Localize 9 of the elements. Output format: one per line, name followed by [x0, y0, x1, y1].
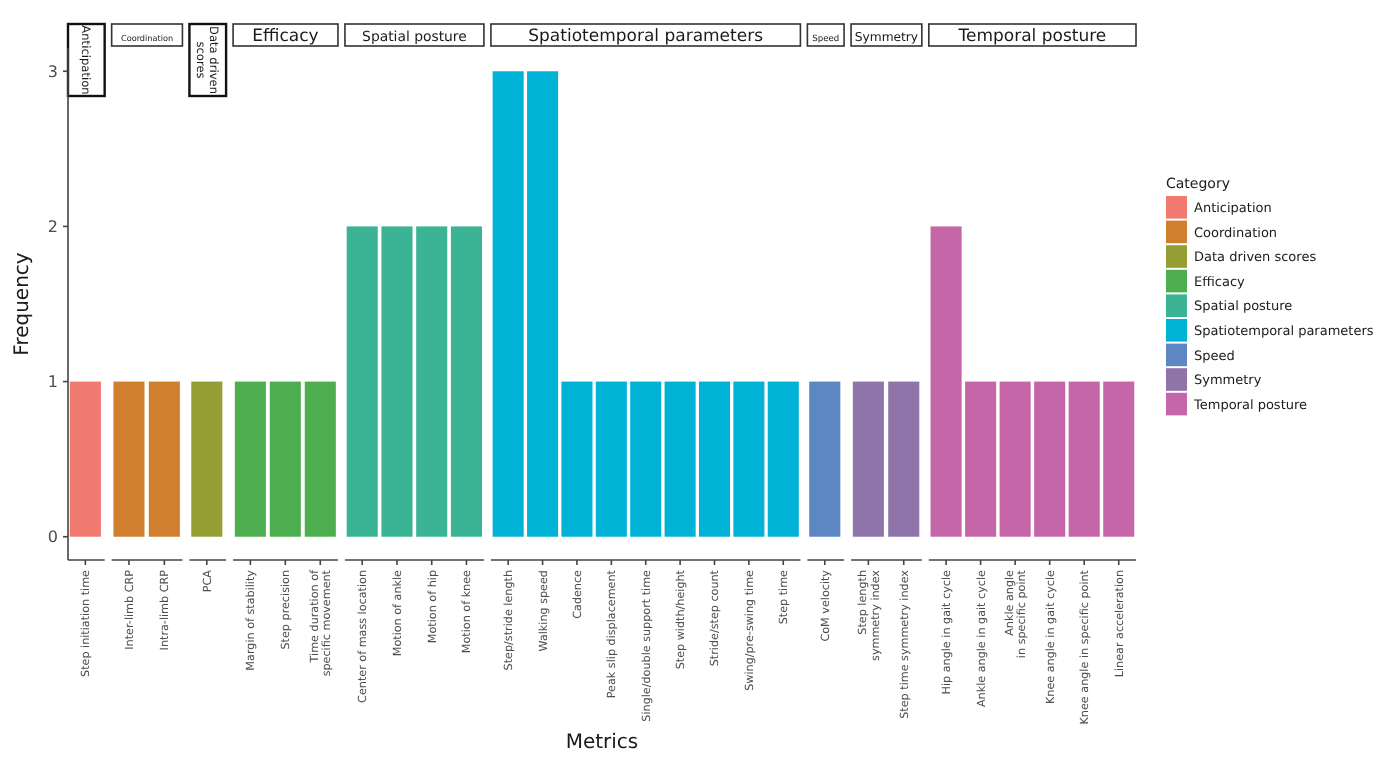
y-axis-title: Frequency — [12, 252, 34, 356]
y-tick-label: 0 — [47, 528, 58, 547]
label-box: Spatiotemporal parameters — [490, 23, 802, 47]
y-tick-label: 1 — [47, 373, 58, 392]
label-box: Temporal posture — [928, 23, 1137, 47]
y-tick-label: 3 — [47, 62, 58, 81]
label-box: Efficacy — [232, 23, 339, 47]
y-tick-label: 2 — [47, 218, 58, 237]
x-axis-title: Metrics — [565, 732, 639, 754]
